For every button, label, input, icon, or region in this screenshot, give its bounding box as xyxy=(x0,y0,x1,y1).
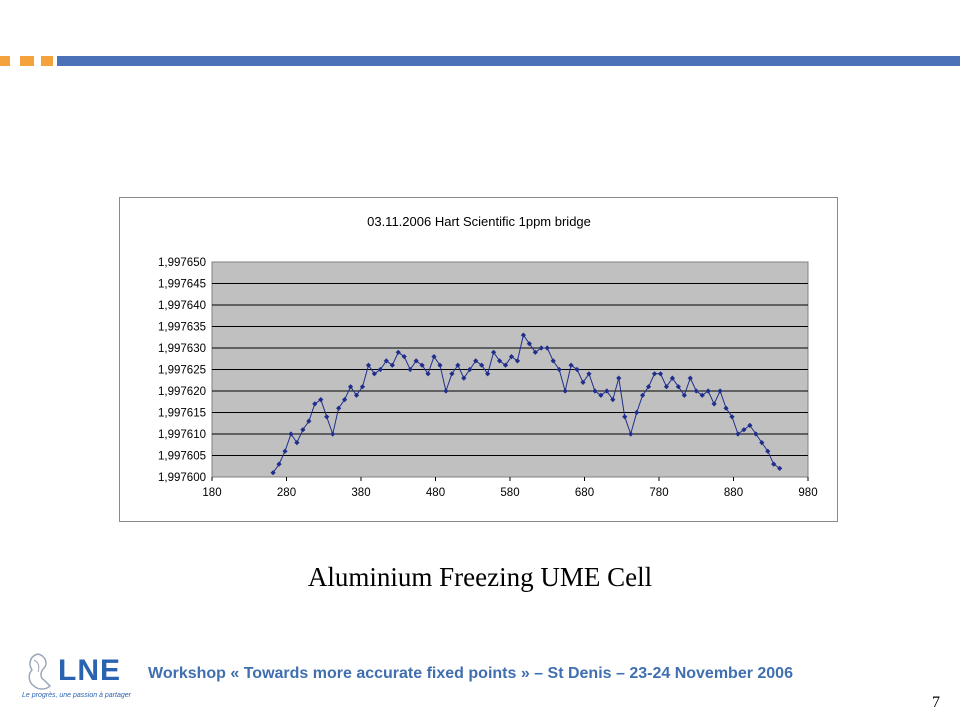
data-point xyxy=(288,431,294,437)
data-point xyxy=(389,362,395,368)
x-tick-label: 880 xyxy=(724,487,743,499)
data-point xyxy=(550,358,556,364)
y-tick-label: 1,997615 xyxy=(158,408,206,420)
data-point xyxy=(723,405,729,411)
data-point xyxy=(645,384,652,390)
data-point xyxy=(401,354,407,360)
x-tick-label: 680 xyxy=(575,487,594,499)
data-point xyxy=(491,349,497,355)
accent-square-1 xyxy=(0,56,10,66)
data-point xyxy=(574,366,580,373)
data-point xyxy=(562,388,568,394)
data-point xyxy=(544,345,550,351)
marianne-figure-icon xyxy=(28,653,52,690)
data-point xyxy=(663,384,670,390)
x-tick-label: 780 xyxy=(649,487,668,499)
data-point xyxy=(479,362,485,368)
data-point xyxy=(616,375,622,381)
page-number: 7 xyxy=(932,694,940,711)
logo-tagline: Le progrès, une passion à partager xyxy=(22,692,131,699)
data-point xyxy=(449,371,455,377)
data-point xyxy=(568,362,574,368)
x-tick-label: 180 xyxy=(202,487,221,499)
data-point xyxy=(640,392,646,398)
data-point xyxy=(586,371,592,377)
data-point xyxy=(377,366,383,373)
x-tick-label: 380 xyxy=(351,487,370,499)
accent-square-3 xyxy=(41,56,53,66)
y-tick-label: 1,997625 xyxy=(158,365,206,377)
data-point xyxy=(705,388,711,394)
data-point xyxy=(485,371,491,377)
x-tick-label: 580 xyxy=(500,487,519,499)
data-point xyxy=(622,414,628,420)
data-point xyxy=(532,349,538,355)
y-axis-ticks: 1,997600 1,997605 1,997610 1,997615 1,997620… xyxy=(158,257,206,484)
data-point xyxy=(628,431,634,437)
data-point xyxy=(502,362,509,368)
y-tick-label: 1,997620 xyxy=(158,386,206,398)
data-point xyxy=(699,392,705,398)
data-point xyxy=(771,461,777,467)
grid-lines xyxy=(212,283,808,456)
data-point xyxy=(717,388,723,394)
data-point xyxy=(276,461,282,467)
data-point xyxy=(681,392,687,398)
data-point xyxy=(592,388,598,394)
y-tick-label: 1,997630 xyxy=(158,343,206,355)
chart-svg: 03.11.2006 Hart Scientific 1ppm bridge 1… xyxy=(158,214,818,499)
data-point xyxy=(753,431,759,437)
data-point xyxy=(693,388,699,394)
lne-logo: LNE Le progrès, une passion à partager xyxy=(20,650,138,706)
y-tick-label: 1,997645 xyxy=(158,279,206,291)
data-point xyxy=(657,371,664,377)
y-tick-label: 1,997600 xyxy=(158,472,206,484)
y-tick-label: 1,997640 xyxy=(158,300,206,312)
data-point xyxy=(520,332,527,338)
data-point xyxy=(729,414,735,420)
accent-square-2 xyxy=(20,56,34,66)
x-axis-ticks: 180 280 380 480 580 680 780 880 980 xyxy=(202,477,818,499)
data-point xyxy=(735,431,741,437)
data-point xyxy=(675,384,681,390)
data-point xyxy=(347,384,354,390)
x-tick-label: 980 xyxy=(798,487,817,499)
data-point xyxy=(556,366,562,373)
data-point xyxy=(330,431,336,437)
data-point xyxy=(538,345,544,351)
y-tick-label: 1,997610 xyxy=(158,429,206,441)
header-line xyxy=(57,56,960,66)
data-point xyxy=(395,349,401,355)
chart-title: 03.11.2006 Hart Scientific 1ppm bridge xyxy=(367,214,591,229)
chart-container: 03.11.2006 Hart Scientific 1ppm bridge 1… xyxy=(119,197,838,522)
data-point xyxy=(526,341,532,347)
footer-text: Workshop « Towards more accurate fixed p… xyxy=(148,665,793,682)
x-tick-label: 280 xyxy=(277,487,296,499)
data-point xyxy=(407,366,413,373)
data-point xyxy=(741,427,747,433)
slide-caption: Aluminium Freezing UME Cell xyxy=(307,562,653,592)
data-point xyxy=(651,371,658,377)
y-tick-label: 1,997635 xyxy=(158,322,206,334)
header-bar xyxy=(0,56,960,66)
data-point xyxy=(467,366,473,373)
data-point xyxy=(455,362,461,368)
data-point xyxy=(437,362,443,368)
y-tick-label: 1,997650 xyxy=(158,257,206,269)
data-point xyxy=(777,465,783,471)
data-point xyxy=(604,388,610,394)
data-point xyxy=(634,409,640,416)
data-point xyxy=(425,371,431,377)
y-tick-label: 1,997605 xyxy=(158,451,206,463)
data-point xyxy=(365,362,372,368)
data-point xyxy=(610,397,616,403)
data-point xyxy=(598,392,604,398)
data-point xyxy=(765,448,771,454)
data-point xyxy=(419,362,425,368)
logo-text: LNE xyxy=(58,654,121,687)
x-tick-label: 480 xyxy=(426,487,445,499)
data-point xyxy=(443,388,449,394)
data-point xyxy=(282,448,288,454)
data-point xyxy=(359,384,366,390)
